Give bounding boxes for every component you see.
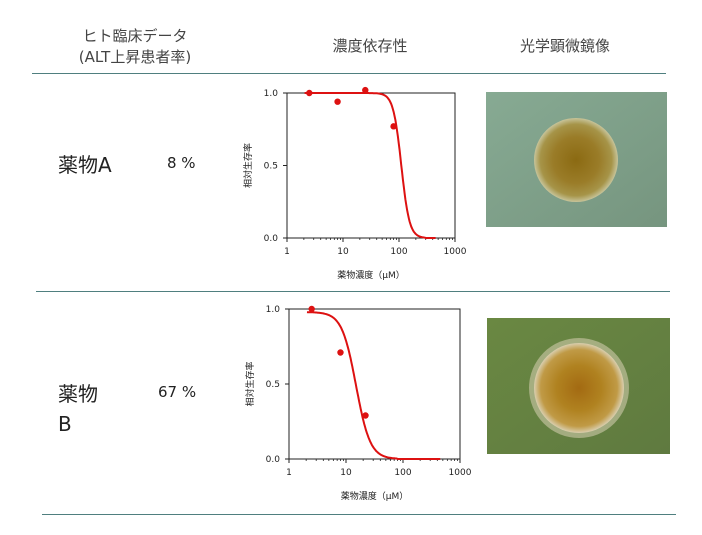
colony-a-drawing [486, 92, 667, 227]
drug-b-label-line2: B [58, 412, 72, 436]
bottom-divider [42, 514, 676, 515]
y-tick-label: 0.5 [266, 380, 280, 390]
plot-frame [288, 308, 461, 460]
header-clinical-title: ヒト臨床データ [82, 27, 188, 45]
y-tick-label: 0.5 [264, 162, 278, 172]
x-tick-label: 100 [394, 468, 411, 478]
drug-b-label: 薬物 B [58, 379, 98, 439]
colony-b-disc [534, 343, 624, 433]
header-divider [32, 73, 666, 74]
x-axis-label: 薬物濃度（μM） [341, 490, 409, 502]
data-point [362, 86, 369, 94]
data-point [306, 89, 313, 97]
x-tick-label: 100 [390, 247, 407, 257]
y-tick-label: 0.0 [266, 455, 281, 465]
header-dose-dependence: 濃度依存性 [332, 37, 408, 55]
y-tick-label: 1.0 [264, 89, 279, 99]
row-divider [36, 291, 670, 292]
colony-b-drawing [487, 318, 670, 454]
data-point [308, 305, 315, 313]
drug-a-alt-rate: 8 % [167, 154, 196, 172]
y-axis-label: 相対生存率 [244, 361, 256, 406]
x-axis-label: 薬物濃度（μM） [337, 269, 405, 281]
drug-b-label-line1: 薬物 [58, 382, 98, 406]
header-microscope-image: 光学顕微鏡像 [519, 37, 610, 55]
drug-a-dose-chart: 1 10 100 1000 0.0 0.5 1.0 薬物濃度（μM） 相対生存率 [242, 86, 467, 281]
drug-a-colony-image [486, 92, 667, 227]
x-tick-label: 1 [284, 247, 290, 257]
colony-a-disc [534, 118, 618, 202]
data-point [334, 98, 341, 105]
x-tick-label: 1 [286, 468, 292, 478]
drug-a-label: 薬物A [58, 153, 112, 177]
x-tick-label: 1000 [449, 468, 472, 478]
drug-b-dose-chart: 1 10 100 1000 0.0 0.5 1.0 薬物濃度（μM） 相対生存率 [244, 305, 472, 502]
y-axis-label: 相対生存率 [242, 143, 254, 188]
plot-frame [286, 92, 456, 239]
x-tick-label: 10 [337, 247, 349, 257]
drug-b-alt-rate: 67 % [158, 383, 197, 401]
data-point [362, 412, 369, 419]
drug-b-colony-image [487, 318, 670, 454]
x-tick-label: 10 [340, 468, 352, 478]
x-tick-label: 1000 [444, 247, 467, 257]
y-tick-label: 1.0 [266, 305, 281, 315]
fit-curve [306, 311, 441, 460]
data-point [390, 123, 397, 130]
header-clinical-data: ヒト臨床データ (ALT上昇患者率) [60, 26, 210, 68]
header-clinical-subtitle: (ALT上昇患者率) [78, 48, 192, 66]
data-point [337, 349, 344, 356]
y-tick-label: 0.0 [264, 234, 279, 244]
